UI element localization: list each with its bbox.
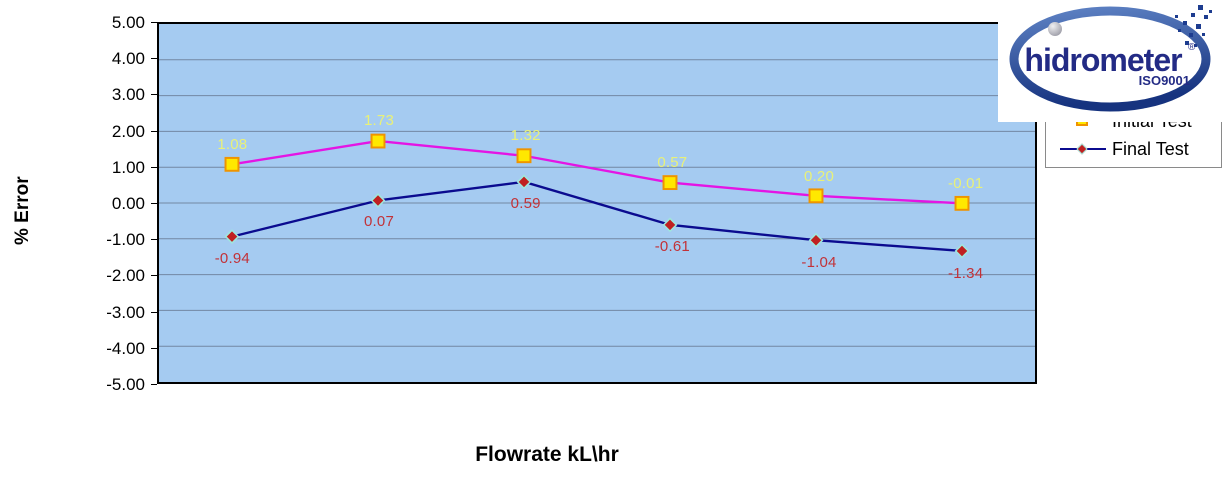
y-tick-mark <box>151 22 157 23</box>
data-label: -0.01 <box>948 175 984 193</box>
plot-svg <box>159 59 1035 347</box>
hidrometer-logo-graphic: hidrometer ® ISO9001 <box>1009 5 1212 112</box>
data-label: 1.73 <box>364 112 394 130</box>
data-point-marker <box>808 188 824 204</box>
data-point-marker <box>954 195 970 211</box>
data-point-marker <box>516 174 532 190</box>
legend-item-final-test: Final Test <box>1060 139 1221 161</box>
logo-registered-mark: ® <box>1188 42 1196 53</box>
data-label: -0.94 <box>214 250 250 268</box>
logo-cert-text: ISO9001 <box>1139 73 1190 88</box>
data-label: 0.07 <box>364 213 394 231</box>
y-tick-mark <box>151 94 157 96</box>
y-tick-label: -1.00 <box>106 230 145 250</box>
y-tick-mark <box>151 203 157 204</box>
series-line-initial-test <box>231 139 963 205</box>
y-tick-mark <box>151 275 157 277</box>
data-label: -1.04 <box>801 253 837 271</box>
y-tick-mark <box>151 239 157 241</box>
diamond-marker-icon <box>1076 143 1088 155</box>
y-tick-label: 2.00 <box>111 121 145 141</box>
y-tick-label: -2.00 <box>106 266 145 286</box>
data-point-marker <box>224 156 240 172</box>
logo-brand-text: hidrometer <box>1024 42 1182 78</box>
y-tick-mark <box>151 311 157 313</box>
legend-marker-final-test <box>1060 142 1106 157</box>
logo-ring <box>1009 6 1211 112</box>
data-label: 0.57 <box>657 154 688 172</box>
hidrometer-logo: hidrometer ® ISO9001 <box>998 0 1229 122</box>
data-label: 1.32 <box>510 127 541 145</box>
data-point-marker <box>954 243 970 259</box>
series-line-final-test <box>231 180 963 253</box>
legend-label: Final Test <box>1112 139 1189 159</box>
y-tick-mark <box>151 166 157 168</box>
data-point-marker <box>370 133 386 149</box>
logo-pixel-dots <box>1175 5 1212 47</box>
y-tick-mark <box>151 130 157 132</box>
y-tick-mark <box>151 347 157 349</box>
y-tick-mark <box>151 384 157 385</box>
logo-sphere-icon <box>1048 22 1062 36</box>
data-point-marker <box>662 175 678 191</box>
y-tick-label: 4.00 <box>111 49 145 69</box>
data-point-marker <box>808 232 824 248</box>
data-label: 0.59 <box>510 194 541 212</box>
data-label: 1.08 <box>217 135 248 153</box>
data-point-marker <box>662 217 678 233</box>
data-point-marker <box>370 193 386 208</box>
data-label: 0.20 <box>804 167 834 185</box>
y-tick-label: 1.00 <box>111 157 145 177</box>
y-tick-label: 3.00 <box>111 85 145 105</box>
y-tick-label: -4.00 <box>106 338 145 358</box>
y-tick-label: -5.00 <box>106 375 145 394</box>
y-tick-mark <box>151 58 157 60</box>
y-tick-label: -3.00 <box>106 302 145 322</box>
x-axis-title: Flowrate kL\hr <box>475 443 619 466</box>
y-tick-label: 5.00 <box>111 13 145 32</box>
data-label: -0.61 <box>654 238 690 256</box>
plot-area: 1.08 1.73 1.32 0.57 0.20 -0.01 -0.94 0.07 0.59 -0… <box>157 22 1037 384</box>
data-point-marker <box>516 148 532 164</box>
y-tick-label: 0.00 <box>111 194 145 213</box>
data-point-marker <box>224 229 240 244</box>
data-label: -1.34 <box>948 264 984 282</box>
